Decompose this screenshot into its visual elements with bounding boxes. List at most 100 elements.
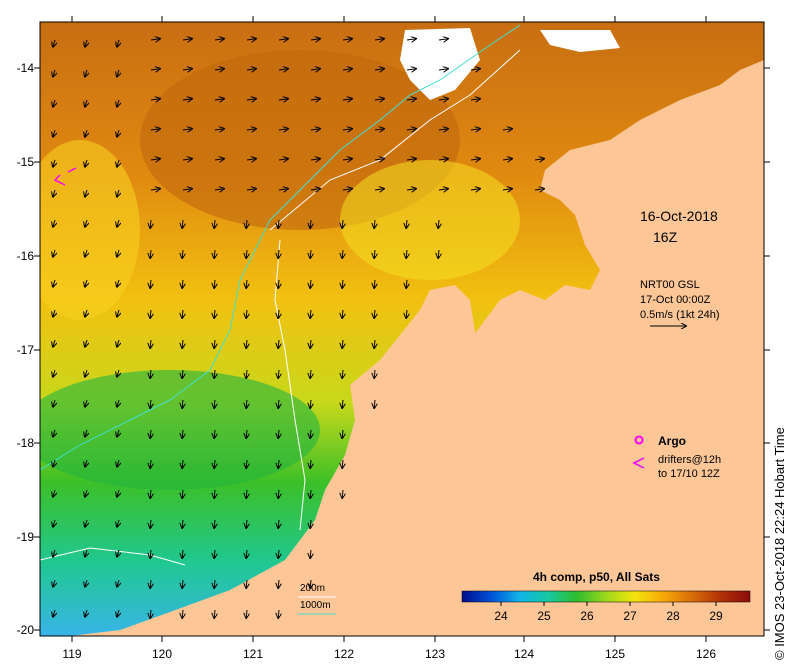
current-time-label: 17-Oct 00:00Z: [640, 294, 711, 306]
current-arrow: [85, 309, 87, 317]
current-arrow: [310, 69, 320, 70]
current-arrow: [246, 279, 247, 288]
current-arrow: [438, 99, 448, 100]
current-arrow: [342, 339, 343, 348]
current-vectors: [53, 39, 544, 618]
current-arrow: [182, 129, 192, 130]
current-arrow: [502, 189, 512, 190]
current-arrow: [278, 99, 288, 100]
argo-legend-label: Argo: [658, 434, 686, 448]
current-arrow: [117, 129, 119, 137]
current-arrow: [310, 279, 311, 288]
drifter-legend-icon: [632, 457, 645, 469]
current-arrow: [150, 459, 151, 468]
current-arrow: [182, 69, 192, 70]
colorbar-tick-label: 29: [709, 609, 723, 623]
current-arrow: [342, 129, 352, 130]
current-arrow: [438, 159, 448, 160]
isobath-200-label: 200m: [300, 583, 325, 594]
current-arrow: [406, 69, 416, 70]
current-arrow: [214, 489, 215, 498]
current-arrow: [182, 519, 183, 528]
current-arrow: [85, 99, 87, 107]
current-arrow: [182, 159, 192, 160]
current-arrow: [374, 159, 384, 160]
current-arrow: [534, 159, 544, 160]
current-arrow: [85, 609, 87, 617]
current-arrow: [117, 279, 119, 287]
current-arrow: [246, 399, 247, 408]
colorbar: [461, 590, 751, 603]
current-arrow: [278, 519, 279, 528]
lat-tick-label: -18: [17, 436, 35, 450]
current-arrow: [502, 129, 512, 130]
current-arrow: [117, 99, 119, 107]
yellow-patch: [340, 160, 520, 280]
current-arrow: [246, 519, 247, 528]
current-arrow: [117, 579, 119, 587]
current-arrow: [246, 429, 247, 438]
current-arrow: [117, 489, 119, 497]
current-arrow: [342, 219, 343, 228]
colorbar-tick-label: 24: [494, 609, 508, 623]
current-arrow: [182, 429, 183, 438]
current-arrow: [150, 489, 151, 498]
current-arrow: [246, 159, 256, 160]
current-arrow: [342, 459, 343, 468]
current-scale-label: 0.5m/s (1kt 24h): [640, 309, 719, 321]
current-arrow: [85, 519, 87, 527]
current-arrow: [406, 279, 407, 288]
cloud-mask-east: [540, 30, 620, 52]
current-arrow: [150, 189, 160, 190]
current-arrow: [406, 159, 416, 160]
lat-tick-label: -20: [17, 623, 35, 637]
current-arrow: [374, 99, 384, 100]
current-arrow: [214, 609, 215, 618]
current-arrow: [374, 279, 375, 288]
current-arrow: [278, 159, 288, 160]
current-arrow: [182, 219, 183, 228]
current-arrow: [117, 189, 119, 197]
current-arrow: [438, 69, 448, 70]
current-arrow: [53, 219, 55, 227]
current-arrow: [182, 189, 192, 190]
latitude-labels: -14 -15 -16 -17 -18 -19 -20: [17, 61, 35, 637]
current-arrow: [342, 189, 352, 190]
current-arrow: [214, 99, 224, 100]
lon-tick-label: 124: [514, 647, 534, 661]
current-arrow: [53, 339, 55, 347]
current-arrow: [374, 189, 384, 190]
current-arrow: [53, 489, 55, 497]
current-arrow: [246, 609, 247, 618]
current-arrow: [342, 279, 343, 288]
current-arrow: [246, 39, 256, 40]
land-mass: [70, 22, 764, 636]
current-arrow: [117, 459, 119, 467]
current-arrow: [117, 609, 119, 617]
current-arrow: [150, 219, 151, 228]
current-arrow: [310, 129, 320, 130]
current-arrow: [342, 249, 343, 258]
current-arrow: [246, 189, 256, 190]
current-arrow: [214, 129, 224, 130]
current-arrow: [534, 189, 544, 190]
current-arrow: [182, 309, 183, 318]
current-arrow: [182, 279, 183, 288]
current-arrow: [310, 159, 320, 160]
current-arrow: [182, 579, 183, 588]
plot-frame: [39, 21, 765, 637]
current-arrow: [214, 309, 215, 318]
lat-tick-label: -14: [17, 61, 35, 75]
current-arrow: [278, 579, 279, 588]
current-arrow: [374, 69, 384, 70]
current-arrow: [246, 579, 247, 588]
credit-label: © IMOS 23-Oct-2018 22:24 Hobart Time: [772, 427, 787, 660]
current-arrow: [117, 399, 119, 407]
current-arrow: [438, 219, 439, 228]
current-model-label: NRT00 GSL: [640, 279, 700, 291]
current-arrow: [85, 489, 87, 497]
current-arrow: [53, 309, 55, 317]
drifter-legend-label: drifters@12h: [658, 454, 721, 466]
current-arrow: [53, 369, 55, 377]
current-arrow: [117, 219, 119, 227]
